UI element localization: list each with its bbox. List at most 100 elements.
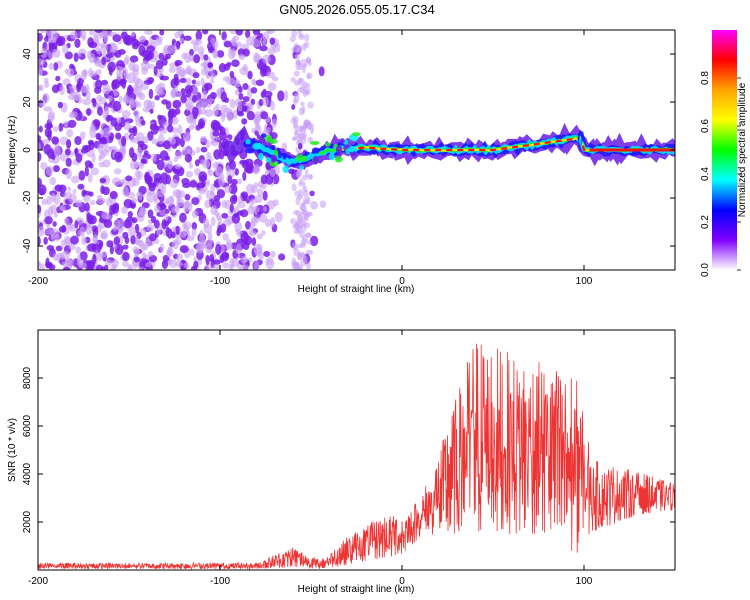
noise-blob	[83, 190, 91, 197]
x-tick-label: -100	[210, 276, 230, 287]
noise-blob	[306, 261, 311, 270]
x-tick-label: -200	[28, 576, 48, 587]
noise-blob	[306, 240, 312, 245]
figure-title: GN05.2026.055.05.17.C34	[279, 2, 434, 17]
noise-blob	[59, 153, 68, 162]
noise-blob	[40, 48, 48, 59]
noise-blob	[38, 184, 47, 196]
noise-blob	[267, 47, 276, 55]
noise-blob	[219, 254, 225, 264]
noise-blob	[132, 76, 141, 85]
noise-blob	[241, 105, 248, 112]
noise-blob	[77, 183, 85, 190]
noise-blob	[94, 30, 103, 33]
noise-blob	[89, 215, 97, 225]
noise-blob	[261, 230, 266, 236]
ridge-blob	[264, 134, 273, 142]
noise-blob	[269, 37, 276, 45]
noise-blob	[109, 245, 114, 255]
noise-blob	[250, 198, 259, 204]
colorbar-tick-label: 0.0	[700, 263, 711, 277]
noise-blob	[154, 38, 163, 46]
noise-blob	[298, 188, 304, 198]
noise-blob	[87, 172, 93, 183]
noise-blob	[95, 264, 104, 270]
noise-blob	[250, 185, 258, 193]
noise-blob	[305, 232, 312, 238]
noise-blob	[307, 101, 314, 109]
noise-blob	[52, 221, 57, 227]
noise-blob	[267, 82, 277, 92]
noise-blob	[300, 101, 305, 106]
noise-blob	[293, 210, 299, 216]
noise-blob	[235, 98, 242, 108]
noise-blob	[105, 53, 114, 59]
noise-blob	[112, 177, 121, 186]
noise-blob	[55, 75, 61, 82]
noise-blob	[81, 69, 87, 81]
noise-blob	[64, 120, 69, 130]
noise-blob	[262, 96, 269, 106]
noise-blob	[194, 159, 200, 167]
noise-blob	[74, 38, 81, 49]
colorbar-scale	[712, 30, 737, 270]
noise-blob	[278, 253, 286, 261]
noise-blob	[227, 175, 233, 185]
noise-blob	[62, 43, 69, 55]
noise-blob	[38, 260, 41, 267]
noise-blob	[193, 54, 201, 64]
noise-blob	[192, 106, 199, 117]
noise-blob	[238, 86, 243, 93]
noise-blob	[130, 38, 139, 47]
noise-blob	[161, 219, 167, 230]
x-tick-label: -200	[28, 276, 48, 287]
noise-blob	[182, 222, 187, 229]
noise-blob	[227, 112, 233, 122]
noise-blob	[132, 177, 140, 187]
noise-blob	[78, 262, 88, 269]
noise-blob	[307, 136, 314, 143]
noise-blob	[174, 61, 180, 67]
noise-blob	[58, 122, 64, 132]
noise-blob	[136, 212, 145, 222]
noise-blob	[53, 62, 59, 71]
noise-blob	[183, 35, 192, 41]
noise-blob	[77, 229, 83, 236]
noise-blob	[123, 198, 133, 209]
colorbar-tick-label: 0.6	[700, 119, 711, 133]
x-tick-label: 0	[399, 576, 405, 587]
noise-blob	[96, 94, 103, 103]
noise-blob	[57, 101, 63, 109]
y-tick-label: 4000	[22, 462, 33, 485]
noise-blob	[212, 264, 222, 270]
noise-blob	[252, 30, 261, 35]
noise-blob	[144, 54, 152, 62]
noise-blob	[167, 246, 173, 258]
noise-blob	[205, 181, 211, 187]
noise-blob	[68, 243, 76, 251]
noise-blob	[92, 233, 99, 244]
noise-blob	[92, 99, 97, 107]
noise-blob	[301, 175, 308, 181]
noise-blob	[142, 136, 149, 144]
noise-blob	[307, 60, 312, 67]
noise-blob	[60, 205, 66, 212]
noise-blob	[216, 189, 226, 199]
ridge-blob	[269, 154, 278, 163]
noise-blob	[256, 233, 263, 240]
ridge-blob	[258, 152, 264, 161]
noise-blob	[88, 141, 95, 151]
noise-blob	[175, 225, 180, 236]
noise-blob	[253, 260, 260, 270]
colorbar-tick-label: 0.8	[700, 71, 711, 85]
noise-blob	[140, 158, 145, 164]
noise-blob	[38, 135, 41, 141]
noise-blob	[38, 125, 43, 133]
noise-blob	[149, 108, 154, 114]
noise-blob	[45, 30, 54, 36]
noise-blob	[78, 170, 86, 181]
noise-blob	[189, 248, 195, 256]
noise-blob	[130, 235, 136, 245]
noise-blob	[175, 261, 184, 268]
